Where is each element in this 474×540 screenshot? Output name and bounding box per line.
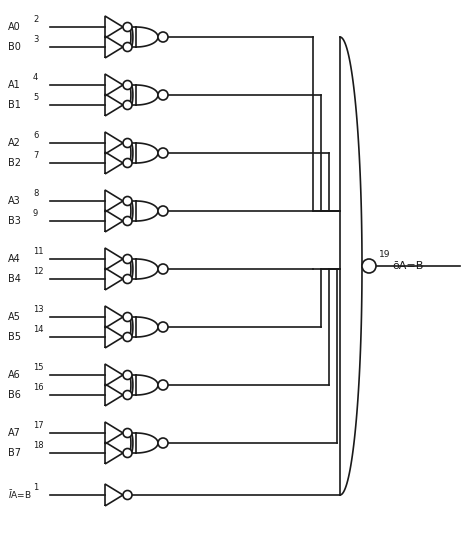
Circle shape [362,259,376,273]
Circle shape [123,43,132,51]
Circle shape [123,217,132,226]
Circle shape [158,380,168,390]
Circle shape [158,322,168,332]
Circle shape [158,206,168,216]
Text: 12: 12 [33,267,44,276]
Text: B2: B2 [8,158,21,168]
Circle shape [123,254,132,264]
Text: B4: B4 [8,274,21,284]
Circle shape [123,370,132,380]
Text: 15: 15 [33,363,44,372]
Text: A3: A3 [8,196,21,206]
Circle shape [158,90,168,100]
Text: $\bar{I}$A=B: $\bar{I}$A=B [8,489,32,502]
Text: 19: 19 [379,250,391,259]
Circle shape [123,23,132,31]
Text: 3: 3 [33,35,38,44]
Circle shape [123,449,132,457]
Text: B3: B3 [8,216,21,226]
Text: B5: B5 [8,332,21,342]
Text: B0: B0 [8,42,21,52]
Text: 9: 9 [33,209,38,218]
Text: 11: 11 [33,247,44,256]
Circle shape [123,490,132,500]
Circle shape [158,32,168,42]
Circle shape [123,313,132,321]
Text: 1: 1 [33,483,38,492]
Text: 17: 17 [33,421,44,430]
Text: 5: 5 [33,93,38,102]
Text: B6: B6 [8,390,21,400]
Circle shape [123,138,132,147]
Text: A7: A7 [8,428,21,438]
Circle shape [158,148,168,158]
Text: B1: B1 [8,100,21,110]
Text: A4: A4 [8,254,21,264]
Text: 18: 18 [33,441,44,450]
Text: 13: 13 [33,305,44,314]
Text: 2: 2 [33,15,38,24]
Circle shape [123,390,132,400]
Text: B7: B7 [8,448,21,458]
Text: 7: 7 [33,151,38,160]
Circle shape [123,274,132,284]
Circle shape [123,100,132,110]
Circle shape [158,438,168,448]
Text: A1: A1 [8,80,21,90]
Text: 14: 14 [33,325,44,334]
Circle shape [123,159,132,167]
Text: 8: 8 [33,189,38,198]
Text: A0: A0 [8,22,21,32]
Text: ōA=B: ōA=B [392,261,423,271]
Text: 16: 16 [33,383,44,392]
Circle shape [158,264,168,274]
Circle shape [123,197,132,206]
Circle shape [123,333,132,341]
Text: A5: A5 [8,312,21,322]
Text: A2: A2 [8,138,21,148]
Text: A6: A6 [8,370,21,380]
Circle shape [123,80,132,90]
Text: 4: 4 [33,73,38,82]
Circle shape [123,429,132,437]
Text: 6: 6 [33,131,38,140]
